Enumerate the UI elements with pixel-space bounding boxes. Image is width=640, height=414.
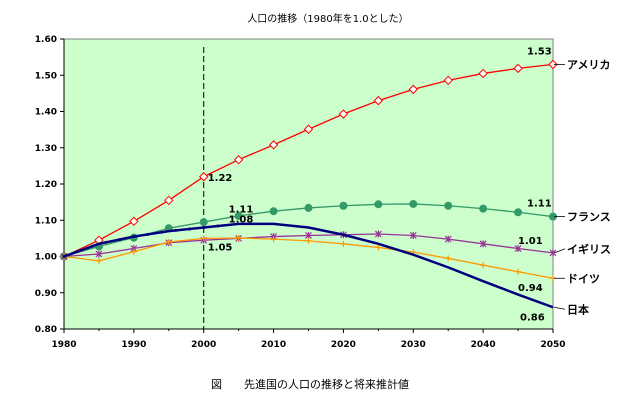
y-tick-label: 1.20 — [35, 180, 57, 190]
point-dot — [216, 224, 220, 228]
point-dot — [76, 249, 80, 253]
series-line-4 — [63, 222, 554, 309]
point-star — [95, 250, 103, 258]
data-label: 1.01 — [518, 236, 543, 247]
data-label: 1.11 — [229, 204, 254, 215]
point-circle — [514, 208, 523, 217]
point-plus — [480, 262, 487, 269]
point-plus — [305, 237, 312, 244]
point-diamond — [373, 95, 384, 106]
point-dot — [188, 227, 192, 231]
point-circle — [339, 201, 348, 210]
point-plus — [340, 240, 347, 247]
series-name-label: イギリス — [567, 242, 611, 256]
point-diamond — [478, 68, 488, 79]
data-label: 1.08 — [229, 214, 254, 225]
point-circle — [444, 201, 453, 210]
series-name-label: ドイツ — [567, 272, 600, 285]
data-label: 1.11 — [527, 199, 552, 210]
point-diamond — [443, 75, 453, 86]
series-group — [59, 59, 558, 309]
point-plus — [235, 235, 242, 242]
point-plus — [95, 257, 102, 264]
point-plus — [270, 236, 277, 243]
x-tick-label: 2000 — [191, 340, 216, 350]
chart-title: 人口の推移（1980年を1.0とした） — [247, 12, 408, 25]
x-tick-label: 2010 — [261, 340, 286, 350]
point-diamond — [164, 195, 174, 206]
data-label: 0.94 — [518, 283, 543, 294]
point-dot — [202, 226, 206, 229]
point-diamond — [338, 109, 349, 119]
point-plus — [130, 248, 137, 255]
point-circle — [199, 218, 208, 227]
point-star — [374, 230, 382, 238]
point-circle — [409, 199, 418, 208]
point-dot — [118, 237, 122, 241]
point-diamond — [268, 140, 279, 150]
point-circle — [479, 204, 488, 213]
data-label: 1.05 — [208, 242, 233, 253]
data-label: 1.53 — [527, 46, 552, 57]
point-dot — [90, 244, 94, 248]
point-diamond — [408, 84, 418, 95]
point-star — [549, 249, 557, 257]
y-tick-label: 1.40 — [35, 108, 57, 118]
point-dot — [62, 255, 66, 258]
point-diamond — [303, 124, 314, 134]
point-plus — [515, 268, 522, 275]
data-label: 1.22 — [208, 173, 233, 184]
figure-caption: 図 先進国の人口の推移と将来推計値 — [211, 377, 409, 391]
series-name-label: 日本 — [567, 302, 589, 316]
point-circle — [304, 203, 313, 212]
point-star — [305, 231, 312, 239]
point-diamond — [199, 172, 209, 182]
plot-area — [63, 38, 554, 330]
point-diamond — [129, 216, 139, 227]
point-plus — [445, 255, 452, 262]
x-tick-label: 2030 — [401, 340, 426, 350]
point-star — [409, 231, 417, 239]
point-plus — [200, 235, 207, 242]
point-plus — [375, 244, 382, 251]
data-label: 0.86 — [520, 313, 545, 324]
point-circle — [269, 207, 278, 216]
x-tick-label: 1980 — [51, 340, 76, 350]
point-circle — [234, 211, 243, 220]
x-tick-label: 1990 — [121, 340, 146, 350]
point-star — [514, 245, 522, 253]
point-dot — [160, 230, 164, 234]
series-name-leader — [553, 306, 566, 310]
axes: 0.80 0.90 1.00 1.10 1.20 1.30 1.40 1.50 1.60 1980… — [35, 35, 566, 350]
series-name-label: フランス — [567, 211, 611, 224]
y-tick-label: 0.90 — [35, 289, 57, 299]
point-dot — [146, 232, 150, 236]
point-diamond — [513, 63, 523, 74]
point-diamond — [233, 155, 244, 165]
point-star — [479, 240, 487, 248]
labels-group: アメリカ 1.22 1.53 フランス 1.11 1.11 イギリス 1.01 ドイツ 0.94 1… — [208, 46, 611, 323]
point-dot — [104, 240, 108, 244]
point-circle — [374, 200, 383, 209]
series-name-label: アメリカ — [567, 58, 610, 71]
point-plus — [165, 239, 172, 245]
y-tick-label: 1.30 — [35, 144, 57, 154]
series-name-leader — [553, 248, 566, 254]
x-tick-label: 2020 — [331, 340, 356, 350]
point-star — [444, 235, 452, 243]
point-diamond — [548, 59, 558, 70]
x-tick-label: 2040 — [471, 340, 496, 350]
point-dot — [174, 228, 178, 232]
y-tick-label: 1.50 — [35, 71, 57, 81]
y-tick-label: 1.00 — [35, 253, 57, 263]
point-dot — [132, 235, 136, 239]
y-tick-label: 1.10 — [35, 216, 57, 226]
y-tick-label: 1.60 — [35, 35, 57, 45]
y-tick-label: 0.80 — [35, 325, 57, 335]
x-tick-label: 2050 — [540, 340, 565, 350]
